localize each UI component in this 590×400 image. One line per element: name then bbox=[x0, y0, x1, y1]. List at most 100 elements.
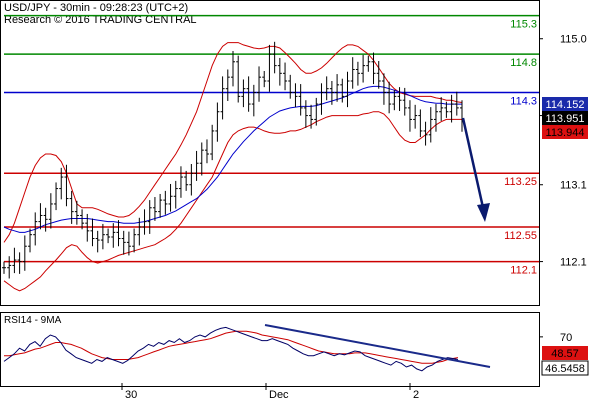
levels-layer: 115.3 114.8 114.3 113.25 112.55 112.1 bbox=[4, 14, 539, 277]
price-bar bbox=[147, 200, 152, 234]
rsi-title: RSI14 - 9MA bbox=[4, 315, 62, 326]
moving-average bbox=[3, 85, 462, 233]
price-tag-0: 114.152 bbox=[542, 97, 588, 111]
price-bar bbox=[460, 100, 464, 132]
price-bar bbox=[38, 203, 43, 230]
price-bar bbox=[74, 200, 79, 225]
rsi-tag-1: 46.5458 bbox=[541, 360, 589, 376]
y-tick-label-2: 113.1 bbox=[560, 180, 587, 192]
price-bar bbox=[152, 197, 157, 221]
forecast-arrowhead bbox=[477, 203, 490, 222]
price-bar bbox=[283, 62, 288, 91]
rsi-layer: 70 48.57 46.5458 bbox=[3, 326, 589, 376]
price-bar bbox=[314, 97, 319, 126]
x-tick-label-2: 2 bbox=[413, 389, 419, 400]
price-bar bbox=[387, 81, 392, 114]
level-label-4: 112.55 bbox=[504, 230, 537, 242]
price-bar bbox=[428, 107, 433, 143]
level-label-1: 114.8 bbox=[510, 57, 537, 69]
price-bar bbox=[381, 73, 386, 105]
price-bar bbox=[2, 261, 6, 274]
x-axis: 30 Dec 2 bbox=[121, 383, 419, 400]
price-bar bbox=[376, 61, 381, 89]
price-bar bbox=[361, 54, 366, 83]
price-bar bbox=[178, 166, 183, 198]
price-bar bbox=[43, 207, 48, 232]
rsi-ma-line bbox=[4, 330, 459, 364]
level-label-2: 114.3 bbox=[510, 96, 537, 108]
price-bar bbox=[262, 71, 267, 88]
price-bar bbox=[449, 94, 454, 123]
svg-text:114.152: 114.152 bbox=[546, 99, 585, 111]
price-bar bbox=[272, 41, 277, 74]
main-panel-frame bbox=[0, 0, 540, 306]
price-bar bbox=[163, 190, 168, 215]
level-label-3: 113.25 bbox=[504, 176, 537, 188]
price-bar bbox=[22, 235, 27, 271]
price-bar bbox=[324, 76, 329, 101]
price-bar bbox=[298, 84, 303, 116]
price-bar bbox=[54, 182, 59, 211]
price-bar bbox=[59, 167, 64, 200]
price-bar bbox=[309, 104, 314, 129]
price-bar bbox=[241, 79, 246, 108]
price-bar bbox=[168, 183, 173, 212]
price-bar bbox=[90, 218, 95, 247]
price-bar bbox=[371, 52, 376, 85]
price-bar bbox=[220, 76, 225, 120]
price-tag-2: 113.944 bbox=[542, 125, 588, 139]
chart-subtitle: Research © 2016 TRADING CENTRAL bbox=[4, 14, 197, 26]
price-bar bbox=[392, 90, 397, 111]
svg-text:113.944: 113.944 bbox=[546, 127, 585, 139]
price-bar bbox=[335, 74, 340, 102]
price-bar bbox=[69, 190, 74, 224]
price-bar bbox=[111, 223, 116, 248]
price-bar bbox=[288, 74, 293, 99]
price-bar bbox=[33, 212, 38, 246]
price-bar bbox=[158, 193, 163, 218]
price-bar bbox=[28, 228, 33, 253]
price-bar bbox=[293, 83, 298, 108]
price-bar bbox=[95, 230, 100, 253]
price-bar bbox=[402, 87, 407, 116]
rsi-tag-0: 48.57 bbox=[542, 346, 588, 360]
price-bar bbox=[246, 76, 251, 112]
price-bar bbox=[454, 91, 459, 116]
price-bar bbox=[251, 84, 256, 117]
price-bar bbox=[407, 100, 412, 132]
price-bar bbox=[116, 220, 121, 247]
price-bar bbox=[225, 69, 230, 101]
forecast-arrow bbox=[461, 117, 486, 213]
price-bar bbox=[366, 55, 371, 72]
price-bar bbox=[267, 44, 272, 92]
price-bar bbox=[126, 231, 131, 256]
price-bar bbox=[418, 109, 423, 138]
price-bar bbox=[433, 104, 438, 132]
rsi-trendline bbox=[264, 324, 491, 368]
price-bar bbox=[257, 66, 262, 102]
chart-title: USD/JPY - 30min - 09:28:23 (UTC+2) bbox=[4, 2, 188, 14]
price-bar bbox=[204, 139, 209, 164]
y-tick-label-3: 112.1 bbox=[560, 257, 587, 269]
price-bar bbox=[85, 213, 90, 242]
price-bar bbox=[329, 81, 334, 105]
price-bar bbox=[303, 100, 308, 128]
price-bar bbox=[319, 83, 324, 115]
price-bar bbox=[413, 104, 418, 129]
price-bar bbox=[340, 78, 345, 103]
price-bar bbox=[194, 150, 199, 181]
price-tag-1: 113.951 bbox=[542, 111, 588, 125]
level-label-5: 112.1 bbox=[510, 265, 537, 277]
price-bar bbox=[173, 180, 178, 209]
price-bar bbox=[100, 223, 105, 250]
price-bar bbox=[132, 228, 137, 253]
y-tick-label-0: 115.0 bbox=[560, 34, 587, 46]
svg-text:48.57: 48.57 bbox=[551, 348, 579, 360]
candles-layer bbox=[2, 41, 464, 279]
price-bar bbox=[137, 217, 142, 246]
bands-layer bbox=[3, 42, 463, 292]
price-bar bbox=[121, 230, 126, 255]
